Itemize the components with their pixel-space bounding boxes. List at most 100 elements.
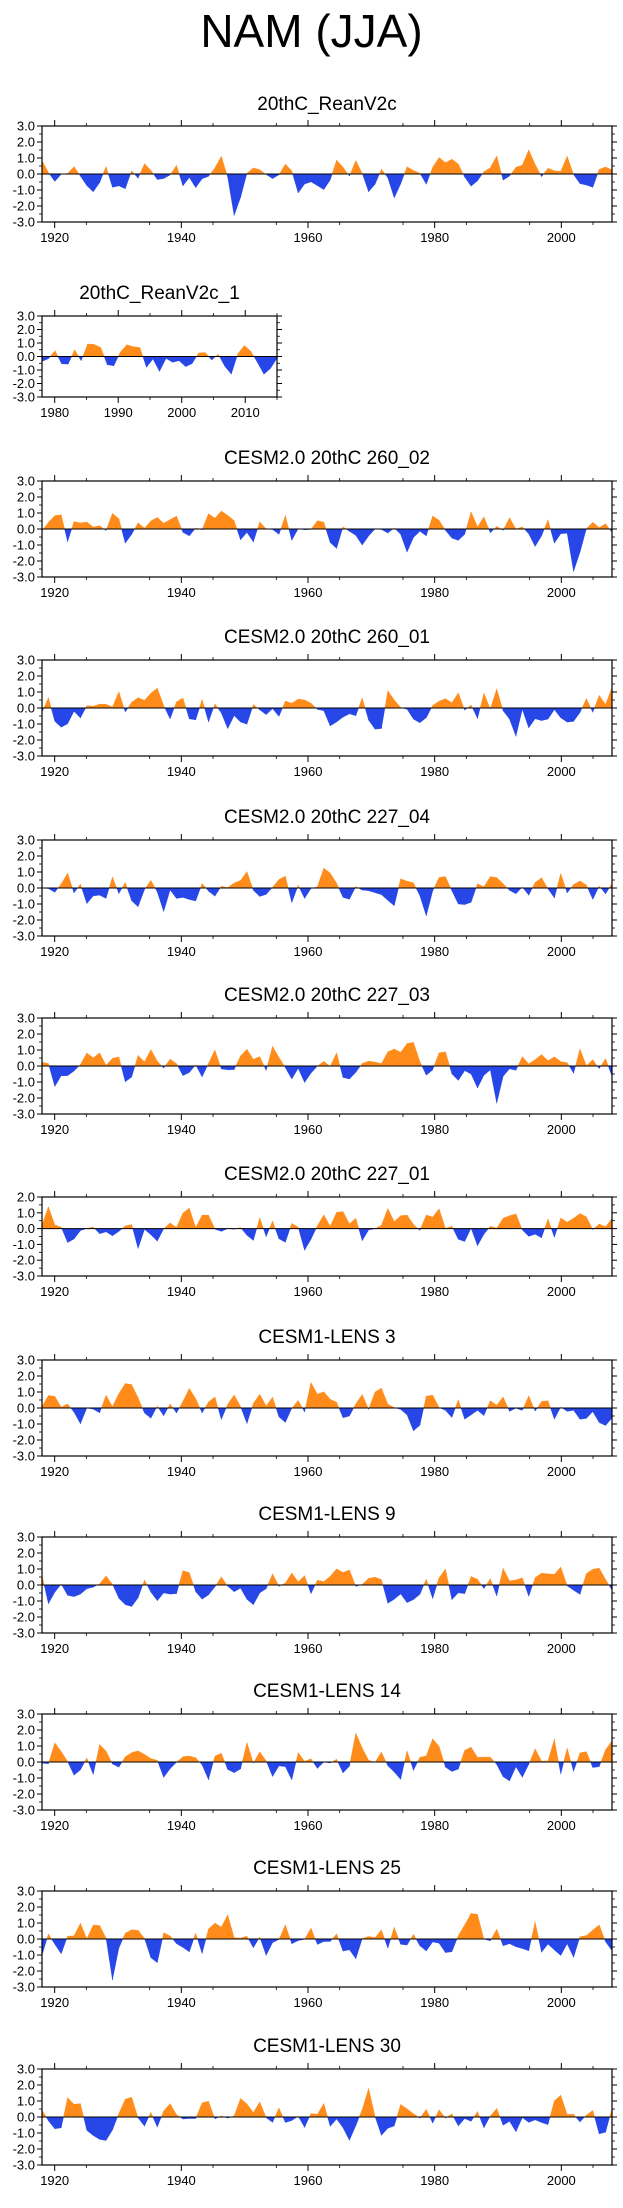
positive-area [579,1751,587,1763]
y-tick-label: 0.0 [17,349,35,364]
positive-area [579,1048,587,1067]
negative-area [452,1228,459,1240]
x-tick-label: 2000 [547,1641,576,1656]
y-tick-label: -2.0 [13,1787,35,1802]
positive-area [381,1929,385,1940]
negative-area [394,887,399,906]
negative-area [502,707,510,720]
negative-area [451,1584,459,1601]
y-tick-label: -2.0 [13,1964,35,1979]
positive-area [77,883,81,889]
positive-area [426,1214,433,1229]
negative-area [349,1407,354,1417]
negative-area [61,707,68,728]
negative-area [48,1584,56,1605]
negative-area [342,1938,350,1952]
positive-area [189,1755,196,1763]
negative-area [605,887,610,895]
positive-area [566,156,574,175]
negative-area [338,1938,344,1952]
positive-area [176,1756,184,1763]
positive-area [54,1742,62,1763]
negative-area [272,1761,280,1778]
positive-area [86,1924,94,1940]
negative-area [522,1761,529,1778]
negative-area [394,528,401,535]
positive-area [522,1577,526,1586]
y-tick-label: 0.0 [17,1578,35,1593]
negative-area [137,1228,145,1249]
y-tick-label: 3.0 [17,309,35,324]
positive-area [374,1061,382,1067]
positive-area [445,158,453,175]
positive-area [368,2088,376,2118]
positive-area [99,1925,107,1940]
negative-area [317,1938,324,1945]
negative-area [246,1584,254,1606]
negative-area [259,707,267,716]
positive-area [479,693,485,709]
positive-area [148,2112,152,2118]
positive-area [84,1757,88,1763]
positive-area [204,351,210,357]
negative-area [272,173,280,179]
negative-area [54,1584,61,1593]
chart-title: CESM2.0 20thC 227_03 [224,985,430,1006]
negative-area [157,2116,162,2128]
positive-area [426,1738,433,1763]
positive-area [227,1394,235,1409]
positive-area [274,2107,280,2118]
negative-area [289,1938,292,1944]
positive-area [54,1224,62,1229]
positive-area [208,513,216,530]
positive-area [310,2113,318,2118]
positive-area [125,1224,132,1229]
negative-area [41,1938,48,1956]
negative-area [337,1761,344,1773]
positive-area [314,1580,318,1586]
negative-area [368,887,376,893]
negative-area [400,1938,408,1946]
positive-area [49,350,56,357]
positive-area [144,520,152,530]
negative-area [541,707,549,721]
negative-area [61,1065,68,1076]
negative-area [285,1761,292,1780]
negative-area [464,1228,472,1242]
negative-area [566,1584,574,1591]
negative-area [579,173,587,186]
positive-area [490,1400,497,1409]
x-tick-label: 2010 [231,405,260,420]
negative-area [208,356,212,361]
negative-area [579,707,583,713]
negative-area [172,1407,177,1414]
positive-area [477,1756,485,1763]
negative-area [182,1065,190,1076]
x-tick-label: 1960 [294,2173,323,2188]
y-tick-label: 3.0 [17,2062,35,2077]
negative-area [483,1228,489,1235]
y-tick-label: -2.0 [13,199,35,214]
negative-area [310,173,318,186]
negative-area [178,356,186,368]
positive-area [438,876,446,889]
negative-area [157,1584,164,1602]
positive-area [193,1933,196,1940]
negative-area [451,1407,456,1418]
negative-area [263,1065,267,1071]
positive-area [428,515,433,530]
negative-area [150,1938,158,1964]
positive-area [496,155,502,175]
positive-area [432,515,440,530]
positive-area [125,1752,132,1763]
positive-area [215,1576,222,1586]
chart-panel: CESM1-LENS 3 3.02.01.00.0-1.0-2.0-3.0 1920… [13,1327,617,1479]
positive-area [259,1217,264,1229]
negative-area [355,1065,361,1073]
negative-area [470,1228,478,1246]
negative-area [541,2116,549,2125]
negative-area [253,528,258,543]
negative-area [157,1761,164,1778]
negative-area [182,1938,190,1953]
negative-area [432,1938,440,1944]
